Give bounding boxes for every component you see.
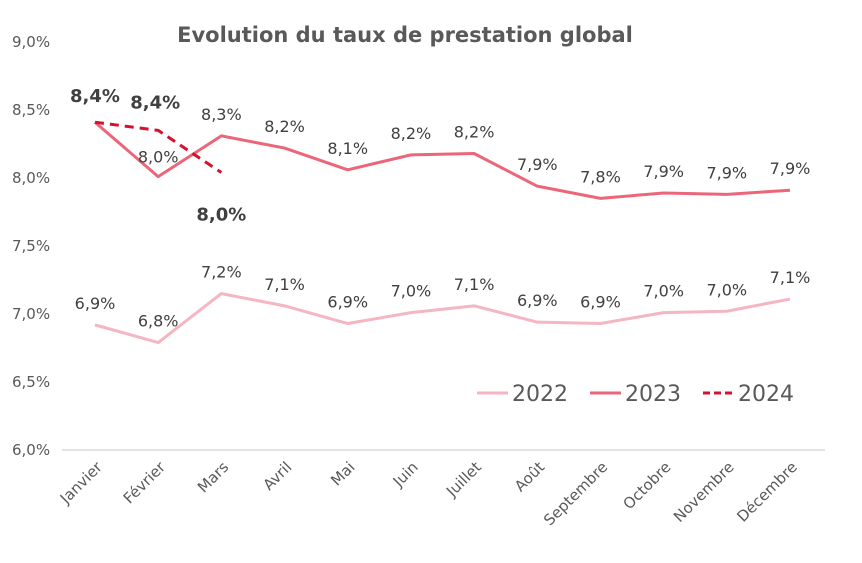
x-tick-label: Janvier: [56, 458, 106, 508]
data-label-2023: 8,2%: [264, 117, 305, 136]
x-tick-label: Mai: [327, 458, 358, 489]
x-tick-label: Octobre: [620, 458, 675, 513]
data-label-2022: 7,0%: [706, 280, 747, 299]
data-label-2023: 8,0%: [138, 148, 179, 167]
data-label-2022: 7,1%: [770, 268, 811, 287]
data-label-2022: 7,2%: [201, 263, 242, 282]
data-label-2023: 7,8%: [580, 167, 621, 186]
data-label-2022: 7,1%: [264, 275, 305, 294]
y-tick-label: 8,0%: [12, 169, 50, 187]
data-label-2023: 7,9%: [643, 162, 684, 181]
legend: 2022 2023 2024: [477, 382, 794, 407]
legend-label-2024: 2024: [738, 382, 794, 407]
y-tick-label: 8,5%: [12, 101, 50, 119]
y-tick-label: 9,0%: [12, 33, 50, 51]
x-tick-label: Novembre: [670, 458, 738, 526]
data-label-2022: 7,0%: [643, 282, 684, 301]
data-label-2023: 7,9%: [770, 159, 811, 178]
legend-label-2023: 2023: [625, 382, 681, 407]
x-tick-label: Avril: [259, 458, 295, 494]
data-label-2022: 7,1%: [454, 275, 495, 294]
data-label-2022: 7,0%: [391, 282, 432, 301]
x-tick-label: Août: [511, 458, 548, 495]
data-label-2023: 8,3%: [201, 105, 242, 124]
y-tick-label: 6,5%: [12, 373, 50, 391]
data-label-2023: 8,1%: [327, 139, 368, 158]
series-line-2023: [94, 121, 791, 200]
data-label-2023: 8,2%: [391, 124, 432, 143]
data-label-2022: 6,9%: [580, 293, 621, 312]
data-label-2022: 6,9%: [75, 294, 116, 313]
series-line-2024: [94, 120, 223, 174]
data-label-2022: 6,9%: [517, 291, 558, 310]
x-tick-label: Septembre: [540, 458, 611, 529]
y-axis: 6,0% 6,5% 7,0% 7,5% 8,0% 8,5% 9,0%: [12, 33, 50, 459]
x-tick-label: Mars: [194, 458, 232, 496]
chart-title: Evolution du taux de prestation global: [177, 23, 633, 47]
data-label-2024: 8,4%: [70, 86, 120, 107]
y-tick-label: 7,0%: [12, 305, 50, 323]
data-label-2024: 8,0%: [196, 205, 246, 226]
data-label-2023: 7,9%: [517, 155, 558, 174]
plot-area: 6,9% 6,8% 7,2% 7,1% 6,9% 7,0% 7,1% 6,9% 6,9% 7,0%…: [70, 86, 811, 345]
data-label-2023: 7,9%: [706, 163, 747, 182]
series-line-2022: [94, 292, 791, 345]
data-label-2022: 6,8%: [138, 312, 179, 331]
x-tick-label: Février: [120, 458, 170, 508]
x-tick-label: Juillet: [442, 458, 485, 501]
x-tick-label: Juin: [389, 458, 422, 491]
legend-label-2022: 2022: [512, 382, 568, 407]
data-label-2023: 8,2%: [454, 123, 495, 142]
data-label-2022: 6,9%: [327, 293, 368, 312]
x-axis: Janvier Février Mars Avril Mai Juin Juillet Aoû…: [56, 458, 801, 530]
y-tick-label: 7,5%: [12, 237, 50, 255]
data-label-2024: 8,4%: [130, 92, 180, 113]
y-tick-label: 6,0%: [12, 441, 50, 459]
x-tick-label: Décembre: [733, 458, 801, 526]
